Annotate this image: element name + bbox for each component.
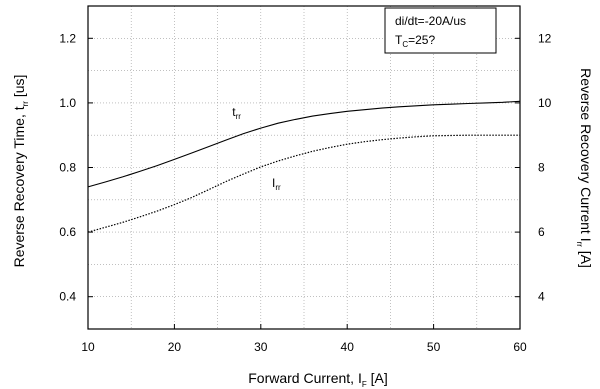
y-right-axis-label: Reverse Recovery Current Irr [A] (575, 68, 594, 268)
y-left-axis-label-unit: [us] (11, 75, 27, 101)
y-left-axis-label: Reverse Recovery Time, trr [us] (11, 75, 30, 268)
grid (88, 6, 520, 329)
series-label-trr-sub: rr (236, 112, 242, 121)
y-left-tick-label: 0.8 (59, 161, 76, 175)
annotation-tc: TC=25? (395, 33, 435, 49)
y-right-axis-label-sub: rr (575, 242, 584, 248)
x-axis-label: Forward Current, IF [A] (248, 370, 388, 389)
series-line-trr (87, 100, 521, 188)
series-label-irr-sub: rr (275, 183, 281, 192)
series-lines (87, 100, 521, 233)
y-left-tick-label: 1.0 (59, 96, 76, 110)
annotation-tc-sub: C (402, 40, 408, 49)
y-left-tick-label: 0.6 (59, 225, 76, 239)
x-tick-label: 60 (513, 340, 527, 354)
series-line-irr (87, 134, 520, 233)
y-right-tick-label: 4 (538, 290, 545, 304)
y-right-axis-label-unit: [A] (578, 247, 594, 268)
y-left-tick-label: 0.4 (59, 290, 76, 304)
y-left-axis-label-main: Reverse Recovery Time, t (11, 106, 27, 267)
x-axis-label-main: Forward Current, I (248, 370, 362, 386)
annotation-box (384, 7, 497, 54)
annotation-didt: di/dt=-20A/us (395, 14, 466, 28)
x-tick-label: 40 (341, 340, 355, 354)
y-right-tick-label: 12 (538, 31, 552, 45)
x-tick-label: 10 (81, 340, 95, 354)
y-right-tick-label: 6 (538, 225, 545, 239)
series-label-trr-main: t (232, 105, 236, 119)
x-tick-label: 20 (168, 340, 182, 354)
series-label-irr-main: I (272, 176, 275, 190)
annotation-tc-post: =25? (408, 33, 435, 47)
axis-ticks: 10 20 30 40 50 60 0.4 0.6 0.8 1.0 1.2 4 6 8 10 12 (59, 31, 551, 354)
annotation-tc-pre: T (395, 33, 403, 47)
y-left-axis-label-sub: rr (21, 101, 30, 107)
condition-annotation: di/dt=-20A/us TC=25? (384, 7, 497, 54)
x-tick-label: 50 (427, 340, 441, 354)
series-label-trr: trr (232, 105, 241, 121)
x-tick-label: 30 (254, 340, 268, 354)
y-left-tick-label: 1.2 (59, 31, 76, 45)
series-label-irr: Irr (272, 176, 281, 192)
x-axis-label-unit: [A] (367, 370, 388, 386)
y-right-tick-label: 8 (538, 161, 545, 175)
x-axis-label-sub: F (362, 380, 367, 389)
y-right-tick-label: 10 (538, 96, 552, 110)
y-right-axis-label-main: Reverse Recovery Current I (578, 68, 594, 242)
